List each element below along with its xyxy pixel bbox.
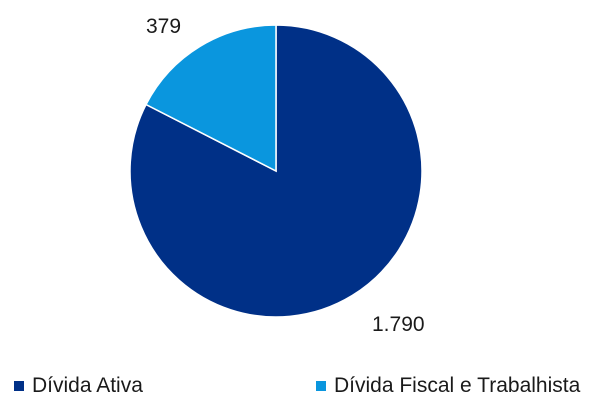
legend-label-divida-ativa: Dívida Ativa (32, 374, 143, 397)
legend-item-divida-fiscal: Dívida Fiscal e Trabalhista (316, 374, 580, 398)
legend: Dívida Ativa Dívida Fiscal e Trabalhista (0, 374, 605, 402)
legend-swatch-divida-fiscal (316, 381, 326, 391)
legend-swatch-divida-ativa (14, 381, 24, 391)
data-label-divida-fiscal: 379 (146, 15, 181, 38)
data-label-divida-ativa: 1.790 (372, 313, 425, 336)
legend-item-divida-ativa: Dívida Ativa (14, 374, 143, 398)
pie-slices (129, 24, 423, 318)
pie-slice-divida-fiscal (145, 24, 277, 173)
legend-label-divida-fiscal: Dívida Fiscal e Trabalhista (334, 374, 581, 397)
